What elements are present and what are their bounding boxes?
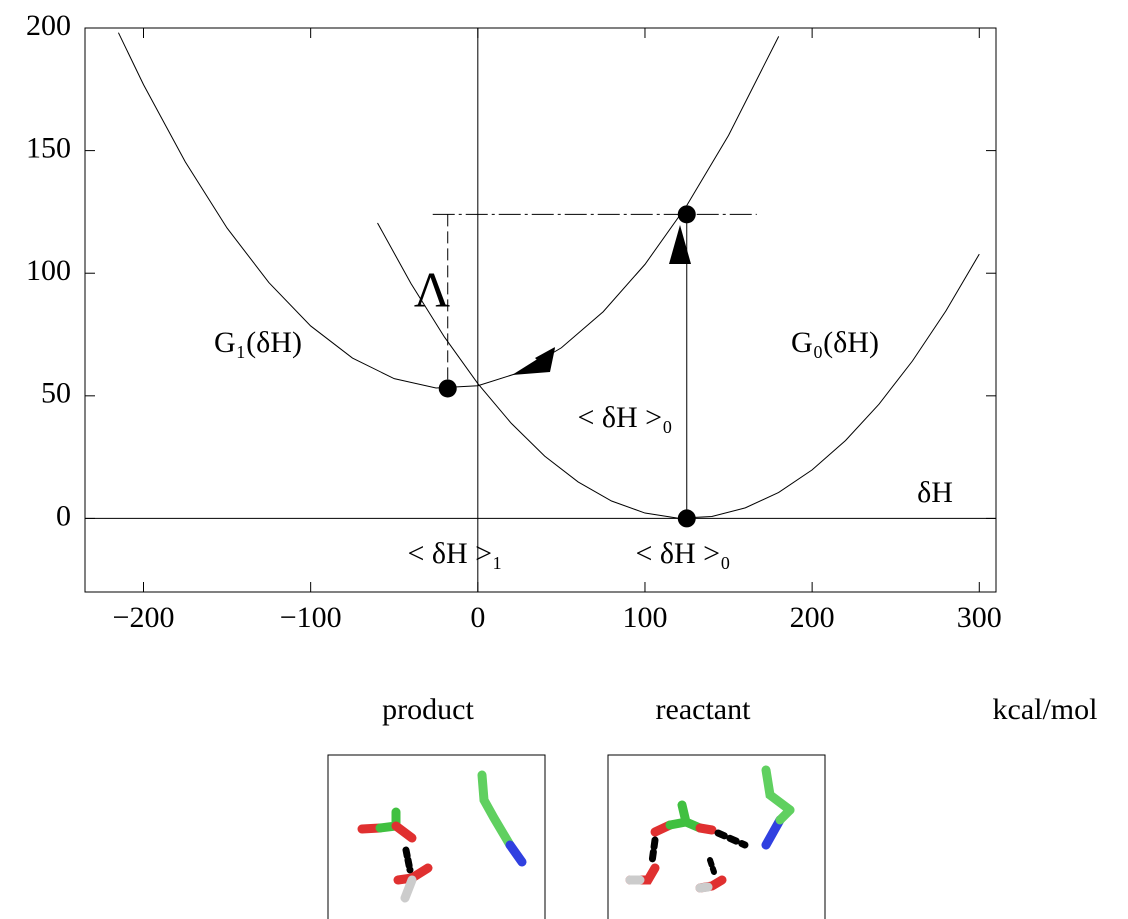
curve — [378, 223, 980, 518]
bond — [780, 810, 790, 820]
panel-label: product — [382, 693, 474, 726]
bond — [482, 775, 510, 845]
x-tick-label: −200 — [113, 601, 175, 634]
annotation: < δH >₀ — [635, 537, 730, 570]
y-tick-label: 0 — [56, 499, 71, 532]
bond — [396, 826, 412, 838]
product-structure — [328, 755, 545, 919]
panel-box — [328, 755, 545, 919]
plot-frame — [85, 28, 996, 592]
hbond — [406, 850, 410, 870]
x-tick-label: 200 — [790, 601, 835, 634]
hbond — [718, 833, 745, 845]
arrow-head — [669, 225, 691, 264]
bond — [700, 887, 708, 888]
units-label: kcal/mol — [993, 693, 1098, 726]
page: G₀(δH) G₁(δH) Λ < δH >₀ δH < δH >₁ < δH … — [0, 0, 1128, 919]
curve-label: G₁(δH) — [214, 326, 302, 359]
y-tick-label: 150 — [26, 131, 71, 164]
bond — [700, 828, 712, 830]
annotation: < δH >₀ — [577, 401, 672, 434]
bond — [510, 845, 522, 862]
point — [678, 509, 696, 527]
reactant-structure — [608, 755, 825, 919]
y-tick-label: 50 — [41, 377, 71, 410]
chart: G₀(δH) G₁(δH) Λ < δH >₀ δH < δH >₁ < δH … — [0, 0, 1128, 919]
annotation: < δH >₁ — [407, 537, 502, 570]
y-tick-label: 200 — [26, 9, 71, 42]
x-tick-label: 100 — [622, 601, 667, 634]
hbond — [652, 840, 655, 862]
annotation: δH — [917, 476, 953, 509]
point — [678, 205, 696, 223]
x-tick-label: 0 — [470, 601, 485, 634]
y-tick-label: 100 — [26, 254, 71, 287]
bond — [766, 770, 790, 810]
x-tick-label: 300 — [957, 601, 1002, 634]
annotation: Λ — [414, 261, 450, 317]
panel-label: reactant — [656, 693, 752, 726]
bond — [670, 805, 700, 828]
x-tick-label: −100 — [280, 601, 342, 634]
hbond — [710, 860, 714, 872]
point — [439, 379, 457, 397]
panel-box — [608, 755, 825, 919]
curve-label: G₀(δH) — [791, 326, 879, 359]
